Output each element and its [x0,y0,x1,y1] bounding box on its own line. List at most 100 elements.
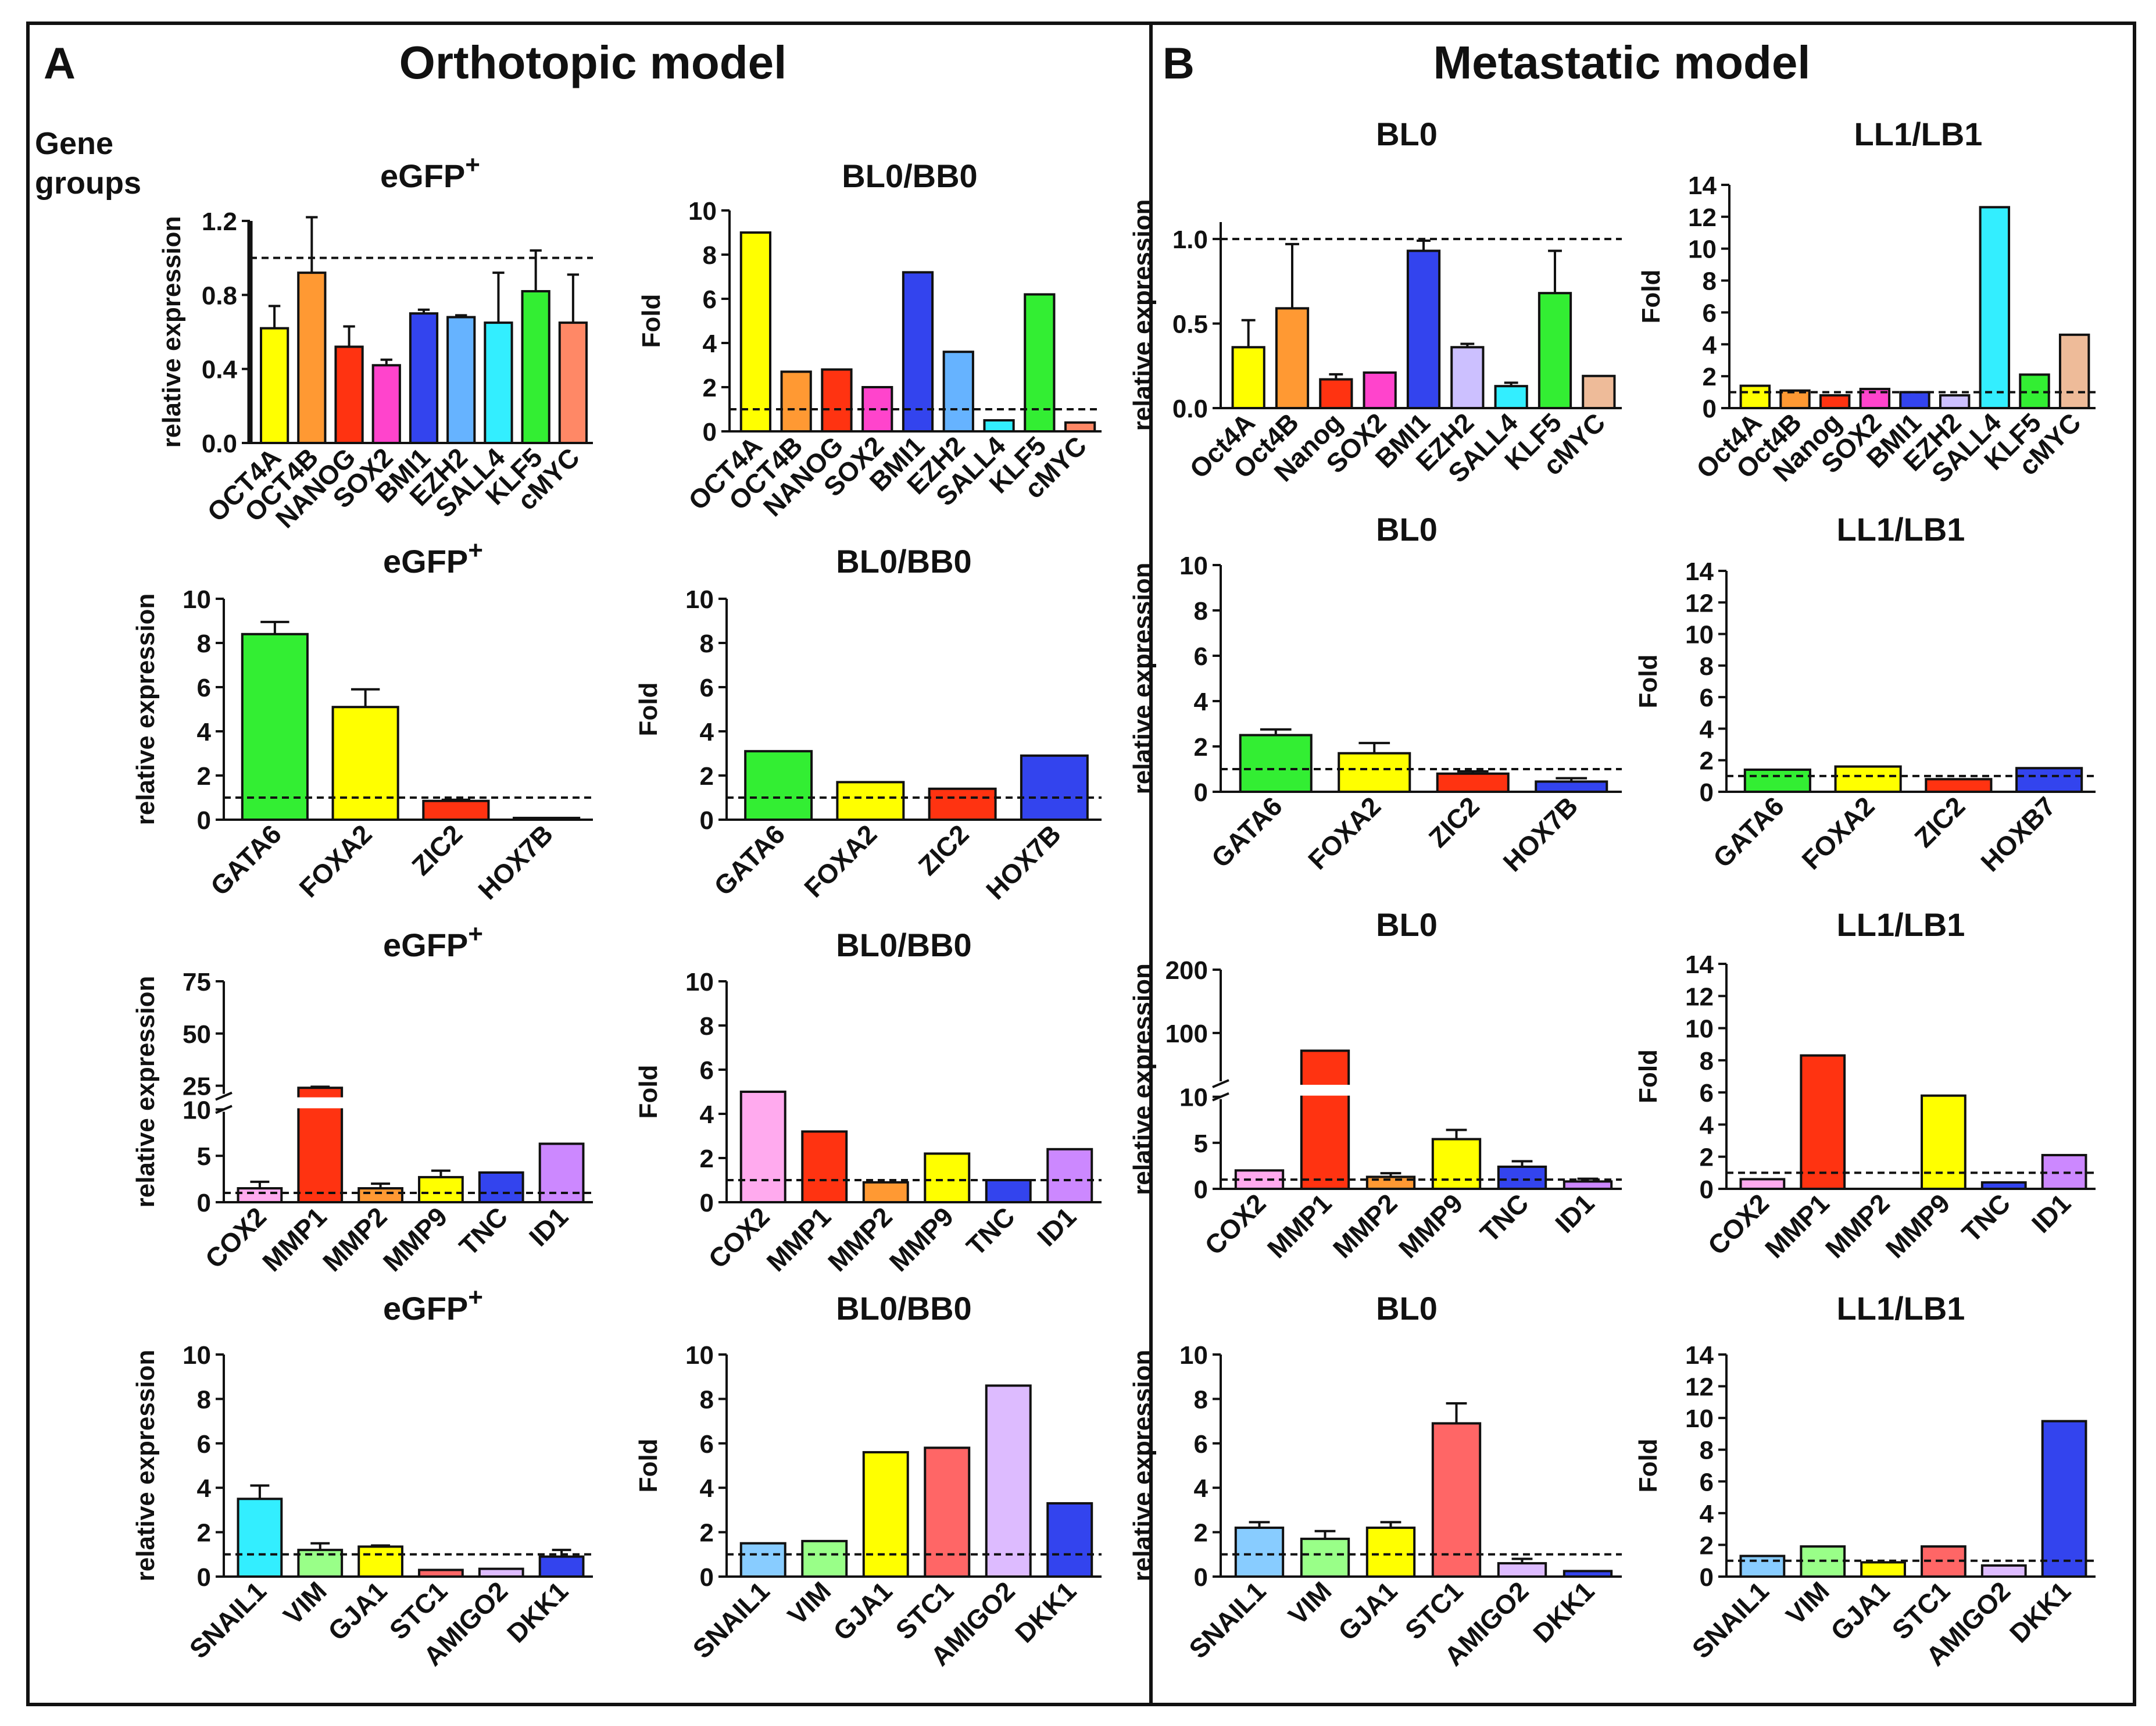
axis-break-mark [1212,1079,1229,1088]
category-label: VIM [1282,1575,1338,1631]
chart-title: BL0/BB0 [836,543,971,580]
y-tick-label: 2 [197,1519,211,1548]
y-tick-label: 0.0 [202,430,237,458]
y-tick-label: 1.0 [1172,226,1208,254]
chart-a1: eGFP+relative expression 0.00.40.81.2OCT4… [158,151,593,534]
bar-hoxb7 [2015,767,2083,794]
y-tick-label: 12 [1688,203,1717,232]
y-tick-label: 0 [1700,1563,1714,1592]
y-tick-label: 6 [1703,299,1717,327]
bar-klf5 [1538,292,1572,409]
y-axis-label: relative expression [1128,199,1157,431]
bar-stc1 [418,1568,464,1578]
bar-mmp9 [924,1152,971,1204]
bar-klf5 [1024,293,1056,433]
category-label: MMP1 [256,1201,332,1277]
category-label: MMP9 [884,1201,960,1277]
bar-id1 [1046,1148,1093,1204]
category-label: ZIC2 [912,819,974,881]
y-tick-label: 6 [1700,684,1714,712]
y-tick-label: 8 [1194,597,1208,626]
bar-nanog [334,345,364,445]
bar-oct4b [780,370,812,433]
y-tick-label: 0 [700,1189,714,1217]
bar-zic2 [928,787,997,821]
y-tick-label: 4 [700,1100,714,1129]
y-tick-label: 0 [700,806,714,835]
bar-dkk1 [1563,1570,1613,1578]
bar-cox2 [739,1091,786,1203]
bar-gata6 [241,632,309,821]
chart-a2: BL0/BB0Fold0246810OCT4AOCT4BNANOGSOX2BMI… [637,158,1102,522]
y-tick-label: 14 [1685,558,1714,586]
bar-foxa2 [1338,752,1411,793]
y-tick-label: 8 [1703,267,1717,296]
y-tick-label: 0.8 [202,281,237,310]
bar-bmi1 [902,271,934,433]
chart-title: BL0 [1376,511,1438,548]
category-label: TNC [960,1201,1021,1262]
gene-groups-label-line2: groups [35,166,141,201]
bar-sall4 [1494,385,1528,410]
y-tick-label: 2 [1703,363,1717,391]
y-tick-label: 4 [1194,688,1208,716]
y-tick-label: 10 [183,1096,211,1124]
y-tick-label: 0.0 [1172,395,1208,423]
bar-cmyc [1582,374,1616,410]
chart-title-sup: + [468,1283,483,1312]
chart-title: eGFP+ [383,536,483,580]
category-label: ZIC2 [1908,791,1971,853]
y-tick-label: 8 [197,1385,211,1414]
y-axis-label: Fold [637,294,666,348]
bar-nanog [1819,394,1851,409]
bar-sox2 [371,364,401,444]
y-tick-label: 0 [1194,1175,1208,1204]
bar-ezh2 [942,351,974,433]
bar-mmp1 [1300,1049,1350,1191]
bar-gja1 [357,1545,403,1578]
y-axis-label: relative expression [131,594,160,826]
y-tick-label: 10 [1685,1405,1714,1433]
y-tick-label: 4 [1700,1111,1714,1139]
bar-stc1 [924,1446,971,1578]
bar-snail1 [1739,1555,1786,1578]
chart-title-sup: + [468,536,483,564]
y-tick-label: 14 [1685,1341,1714,1370]
y-tick-label: 0 [1703,395,1717,423]
y-axis-label: Fold [1634,1439,1662,1493]
chart-b3: BL0 relative expression 0 2 4 6 8 10 GATA6 FOXA2 Z… [1128,511,1622,877]
category-label: HOX7B [472,819,559,905]
y-tick-label: 5 [197,1142,211,1171]
bar-cox2 [1739,1178,1786,1191]
y-tick-label: 0 [1700,778,1714,807]
y-tick-label: 4 [700,1474,714,1503]
category-label: FOXA2 [1796,791,1880,875]
bar-mmp2 [862,1181,909,1204]
y-axis-label: relative expression [1128,563,1157,795]
panel-a-letter: A [44,39,76,88]
y-axis-label: relative expression [131,976,160,1208]
category-label: MMP9 [377,1201,453,1277]
category-label: DKK1 [501,1575,574,1648]
bar-tnc [478,1171,524,1203]
y-tick-label: 6 [700,1056,714,1085]
y-tick-label: 200 [1165,956,1208,985]
bar-gata6 [1239,734,1313,793]
y-tick-label: 0.4 [202,356,238,384]
bar-amigo2 [1497,1562,1547,1578]
chart-a4: BL0/BB0 Fold 0 2 4 6 8 10 GATA6 FOXA2 ZIC2 HOX7B [634,543,1102,905]
bar-dkk1 [1046,1502,1093,1578]
category-label: ID1 [1031,1201,1082,1252]
bar-cmyc [2058,333,2090,409]
y-tick-label: 6 [1194,642,1208,671]
chart-title: LL1/LB1 [1854,116,1983,152]
y-tick-label: 10 [1688,235,1717,264]
y-axis-label: Fold [1637,270,1665,324]
category-label: MMP2 [1327,1188,1403,1264]
bar-id1 [1563,1180,1613,1190]
bar-snail1 [1234,1526,1285,1578]
category-label: DKK1 [1527,1575,1600,1648]
y-tick-label: 10 [1179,552,1208,580]
y-tick-label: 10 [685,585,714,614]
